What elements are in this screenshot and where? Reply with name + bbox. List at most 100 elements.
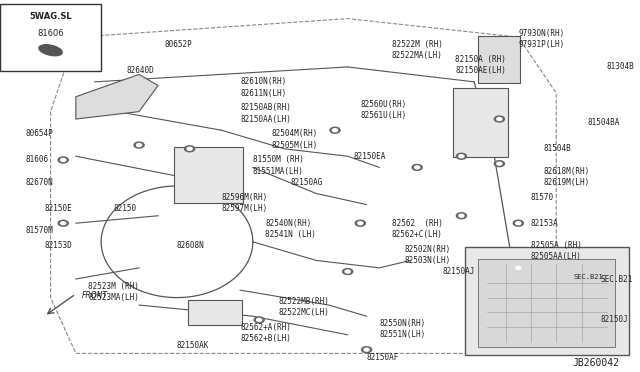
Circle shape: [184, 146, 195, 152]
Circle shape: [516, 222, 521, 225]
Text: 82153A: 82153A: [531, 219, 559, 228]
Circle shape: [362, 347, 372, 353]
Circle shape: [58, 157, 68, 163]
Text: 82611N(LH): 82611N(LH): [240, 89, 287, 97]
Text: 82150J: 82150J: [600, 315, 628, 324]
Text: 5WAG.SL: 5WAG.SL: [29, 12, 72, 21]
Circle shape: [497, 118, 502, 121]
Text: 82150AG: 82150AG: [291, 178, 323, 187]
Circle shape: [136, 144, 141, 147]
Text: 82560U(RH): 82560U(RH): [360, 100, 406, 109]
Text: 82522MC(LH): 82522MC(LH): [278, 308, 329, 317]
Circle shape: [355, 220, 365, 226]
Circle shape: [330, 127, 340, 133]
Text: 9793ON(RH): 9793ON(RH): [518, 29, 564, 38]
Circle shape: [364, 348, 369, 351]
Polygon shape: [76, 74, 158, 119]
Circle shape: [412, 164, 422, 170]
Text: 82150: 82150: [114, 204, 137, 213]
Circle shape: [516, 266, 521, 269]
Circle shape: [61, 222, 66, 225]
Circle shape: [459, 155, 464, 158]
Text: 82150AE(LH): 82150AE(LH): [455, 66, 506, 75]
Text: SEC.B21: SEC.B21: [574, 274, 604, 280]
Circle shape: [494, 161, 504, 167]
Text: 82562+C(LH): 82562+C(LH): [392, 230, 443, 239]
Circle shape: [358, 222, 363, 225]
Circle shape: [459, 214, 464, 217]
Text: 81606: 81606: [37, 29, 64, 38]
Circle shape: [58, 220, 68, 226]
Text: 80652P: 80652P: [164, 40, 192, 49]
FancyBboxPatch shape: [479, 259, 615, 347]
FancyBboxPatch shape: [453, 88, 508, 157]
Text: 82670N: 82670N: [26, 178, 53, 187]
Text: 82153D: 82153D: [44, 241, 72, 250]
Text: 81570: 81570: [531, 193, 554, 202]
Circle shape: [345, 270, 350, 273]
Text: 82505A (RH): 82505A (RH): [531, 241, 582, 250]
Text: 82550N(RH): 82550N(RH): [380, 319, 426, 328]
Text: FRONT: FRONT: [82, 291, 108, 300]
Text: 81550M (RH): 81550M (RH): [253, 155, 304, 164]
FancyBboxPatch shape: [0, 4, 101, 71]
Text: 82541N (LH): 82541N (LH): [266, 230, 316, 239]
Text: 82150AF: 82150AF: [367, 353, 399, 362]
Circle shape: [456, 153, 467, 159]
Text: 82504M(RH): 82504M(RH): [272, 129, 318, 138]
Text: 80654P: 80654P: [26, 129, 53, 138]
Text: 82150A (RH): 82150A (RH): [455, 55, 506, 64]
Text: 82562+A(RH): 82562+A(RH): [240, 323, 291, 332]
Text: 82551N(LH): 82551N(LH): [380, 330, 426, 339]
Text: 81606: 81606: [26, 155, 49, 164]
FancyBboxPatch shape: [465, 247, 629, 355]
Text: 82610N(RH): 82610N(RH): [240, 77, 287, 86]
Circle shape: [513, 220, 524, 226]
Circle shape: [254, 317, 264, 323]
FancyBboxPatch shape: [174, 147, 243, 203]
Text: 82597M(LH): 82597M(LH): [221, 204, 268, 213]
Text: 82522MA(LH): 82522MA(LH): [392, 51, 443, 60]
Text: 97931P(LH): 97931P(LH): [518, 40, 564, 49]
Circle shape: [342, 269, 353, 275]
Text: 82608N: 82608N: [177, 241, 205, 250]
Text: 82618M(RH): 82618M(RH): [543, 167, 590, 176]
Text: 81504B: 81504B: [543, 144, 572, 153]
Circle shape: [187, 147, 192, 150]
Text: JB260042: JB260042: [572, 358, 620, 368]
Circle shape: [134, 142, 144, 148]
Circle shape: [513, 265, 524, 271]
Text: 81304B: 81304B: [607, 62, 634, 71]
Text: 82523MA(LH): 82523MA(LH): [88, 293, 140, 302]
Text: 81504BA: 81504BA: [588, 118, 620, 127]
Text: 82561U(LH): 82561U(LH): [360, 111, 406, 120]
Text: 82150EA: 82150EA: [354, 152, 387, 161]
FancyBboxPatch shape: [188, 300, 242, 325]
Text: 81551MA(LH): 81551MA(LH): [253, 167, 304, 176]
Text: 82596M(RH): 82596M(RH): [221, 193, 268, 202]
Text: 82505AA(LH): 82505AA(LH): [531, 252, 582, 261]
Text: 82150AA(LH): 82150AA(LH): [240, 115, 291, 124]
Circle shape: [332, 129, 337, 132]
Text: 82150AJ: 82150AJ: [442, 267, 475, 276]
Circle shape: [61, 158, 66, 161]
Text: 82505M(LH): 82505M(LH): [272, 141, 318, 150]
Circle shape: [497, 162, 502, 165]
Text: 82522MB(RH): 82522MB(RH): [278, 297, 329, 306]
Text: 82150AK: 82150AK: [177, 341, 209, 350]
Text: 82150E: 82150E: [44, 204, 72, 213]
FancyBboxPatch shape: [479, 36, 520, 83]
Text: 82619M(LH): 82619M(LH): [543, 178, 590, 187]
Text: 82150AB(RH): 82150AB(RH): [240, 103, 291, 112]
Text: 82540N(RH): 82540N(RH): [266, 219, 312, 228]
Circle shape: [415, 166, 420, 169]
Text: SEC.B21: SEC.B21: [600, 275, 633, 283]
Ellipse shape: [39, 45, 62, 56]
Text: 82522M (RH): 82522M (RH): [392, 40, 443, 49]
Circle shape: [494, 116, 504, 122]
Circle shape: [257, 318, 262, 321]
Text: 82503N(LH): 82503N(LH): [404, 256, 451, 265]
Circle shape: [456, 213, 467, 219]
Text: 82502N(RH): 82502N(RH): [404, 245, 451, 254]
Text: 82640D: 82640D: [127, 66, 154, 75]
